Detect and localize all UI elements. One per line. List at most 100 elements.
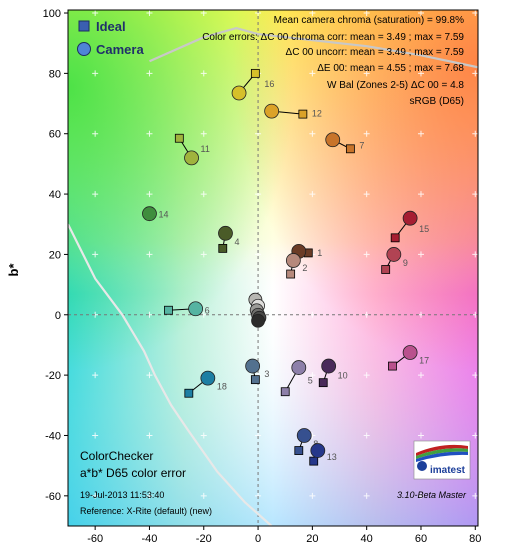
y-tick-label: -60 — [45, 491, 61, 503]
patch-ideal-marker — [294, 446, 304, 455]
patch-ideal-marker — [309, 456, 319, 466]
stat-line-1: Mean camera chroma (saturation) = 99.8% — [274, 15, 464, 26]
patch-5: 5 — [280, 360, 313, 397]
y-tick-label: 20 — [49, 249, 61, 261]
patch-ideal-marker — [174, 133, 184, 143]
patch-ideal-marker — [390, 233, 400, 243]
x-tick-label: 40 — [361, 533, 373, 545]
stats-block: Mean camera chroma (saturation) = 99.8% … — [202, 15, 464, 107]
patch-ideal-marker — [286, 269, 296, 279]
neutral-patch-marker — [251, 313, 265, 328]
chart-title: ColorChecker — [80, 449, 153, 463]
logo-text: imatest — [430, 465, 466, 476]
patch-4: 4 — [218, 225, 239, 253]
plot-background — [68, 10, 478, 526]
patch-camera-marker — [200, 370, 216, 386]
x-tick-label: -20 — [196, 533, 212, 545]
patch-label: 9 — [403, 258, 408, 268]
patch-camera-marker — [231, 85, 247, 101]
x-tick-label: 0 — [255, 533, 261, 545]
patch-15: 15 — [390, 210, 429, 243]
imatest-logo: imatest — [413, 440, 471, 480]
patch-11: 11 — [174, 133, 210, 166]
patch-camera-marker — [184, 150, 199, 166]
grid-cross — [363, 130, 370, 137]
grid-cross — [417, 251, 424, 258]
grid-cross — [146, 10, 153, 17]
grid-cross — [146, 432, 153, 439]
grid-cross — [146, 130, 153, 137]
grid-cross — [363, 70, 370, 77]
patch-camera-marker — [321, 358, 337, 374]
plot-bg-orange — [68, 10, 478, 526]
y-tick-label: 80 — [49, 68, 61, 80]
grid-cross — [417, 492, 424, 499]
patch-label: 16 — [264, 79, 274, 89]
grid — [68, 10, 479, 526]
patch-label: 3 — [264, 369, 269, 379]
legend-camera-marker — [77, 42, 91, 56]
x-tick-label: -40 — [142, 533, 158, 545]
patch-10: 10 — [318, 358, 348, 388]
patch-12: 12 — [264, 103, 322, 119]
grid-cross — [92, 432, 99, 439]
patch-label: 4 — [234, 237, 239, 247]
chart-date: 19-Jul-2013 11:53:40 — [80, 490, 164, 500]
patch-label: 18 — [217, 382, 227, 392]
grid-cross — [309, 492, 316, 499]
patch-ideal-marker — [381, 265, 391, 274]
grid-cross — [92, 492, 99, 499]
patch-ideal-marker — [388, 361, 397, 371]
grid-cross — [417, 130, 424, 137]
grid-cross — [363, 10, 370, 17]
patch-label: 6 — [205, 305, 210, 315]
gamut-boundary-lower — [68, 223, 273, 526]
grid-cross — [146, 191, 153, 198]
y-tick-label: 60 — [49, 129, 61, 141]
patch-ideal-marker — [345, 144, 355, 154]
x-tick-label: -60 — [87, 533, 103, 545]
grid-cross — [363, 432, 370, 439]
chart-reference: Reference: X-Rite (default) (new) — [80, 506, 212, 516]
patch-camera-marker — [291, 360, 307, 375]
gamut-boundary-upper — [149, 26, 478, 69]
grid-cross — [309, 372, 316, 379]
grid-cross — [417, 432, 424, 439]
y-tick-label: 0 — [55, 310, 61, 322]
patch-camera-marker — [310, 443, 326, 458]
grid-cross — [472, 10, 479, 17]
patch-label: 2 — [302, 263, 307, 273]
grid-cross — [146, 251, 153, 258]
patch-9: 9 — [381, 247, 408, 274]
y-tick-label: 40 — [49, 189, 61, 201]
grid-cross — [472, 372, 479, 379]
grid-cross — [309, 70, 316, 77]
patch-camera-marker — [386, 247, 402, 262]
patch-camera-marker — [402, 210, 418, 226]
patch-ideal-marker — [184, 388, 194, 398]
legend-ideal-label: Ideal — [96, 19, 126, 34]
y-tick-label: 100 — [43, 8, 61, 20]
grid-cross — [92, 372, 99, 379]
patch-ideal-marker — [250, 375, 260, 385]
grid-cross — [363, 191, 370, 198]
patch-label: 1 — [317, 248, 322, 258]
patch-ideal-marker — [318, 378, 328, 388]
grid-cross — [417, 70, 424, 77]
patch-camera-marker — [264, 103, 280, 119]
patch-camera-marker — [325, 132, 341, 148]
patch-7: 7 — [325, 132, 364, 154]
patch-3: 3 — [245, 358, 269, 385]
grid-cross — [472, 70, 479, 77]
grid-cross — [363, 372, 370, 379]
stat-line-3: ΔC 00 uncorr: mean = 3.49 ; max = 7.59 — [286, 47, 465, 58]
stat-line-5: W Bal (Zones 2-5) ΔC 00 = 4.8 — [327, 80, 464, 91]
patch-ideal-marker — [250, 68, 260, 78]
patch-13: 13 — [309, 443, 337, 466]
chart-subtitle: a*b* D65 color error — [80, 466, 186, 480]
grid-cross — [417, 10, 424, 17]
grid-cross — [417, 191, 424, 198]
patch-marks: 123456789101112131415161718 — [142, 68, 429, 466]
